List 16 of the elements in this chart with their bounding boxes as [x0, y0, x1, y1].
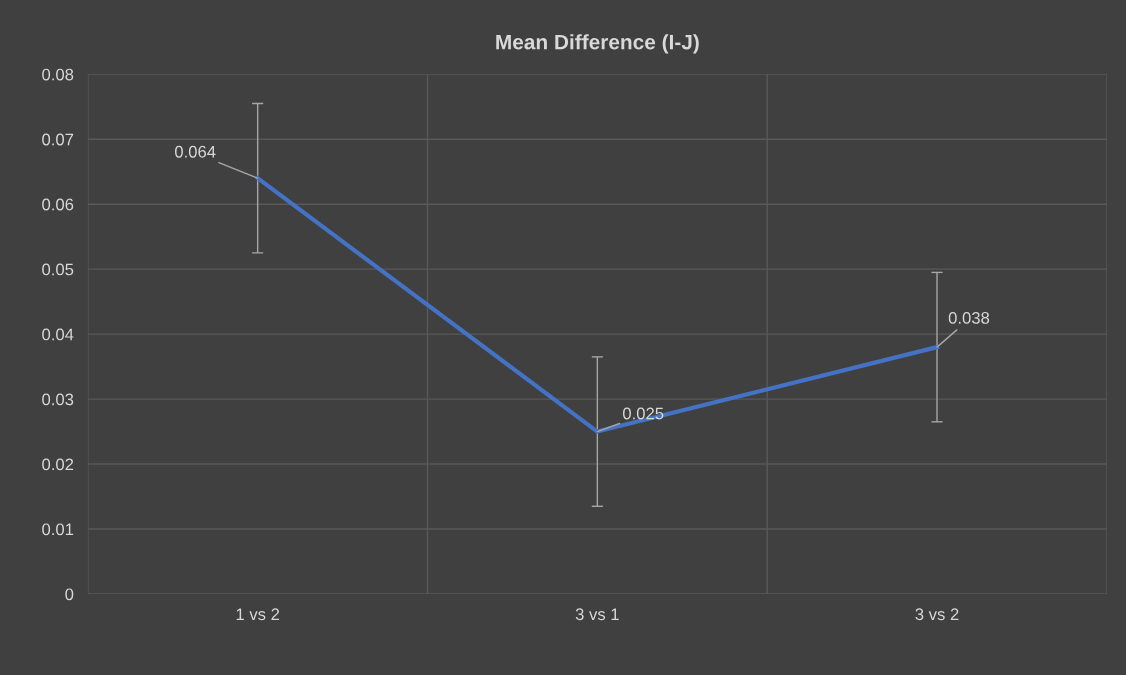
y-tick-label: 0.01	[42, 523, 74, 536]
x-tick-label: 3 vs 1	[575, 608, 619, 621]
chart-title: Mean Difference (I-J)	[496, 34, 699, 54]
y-tick-label: 0	[65, 588, 74, 601]
x-tick-label: 3 vs 2	[915, 608, 959, 621]
y-tick-label: 0.06	[42, 198, 74, 211]
y-tick-label: 0.02	[42, 458, 74, 471]
x-tick-label: 1 vs 2	[236, 608, 280, 621]
y-tick-label: 0.03	[42, 393, 74, 406]
y-tick-label: 0.07	[42, 133, 74, 146]
y-tick-label: 0.08	[42, 68, 74, 81]
y-tick-label: 0.05	[42, 263, 74, 276]
y-tick-label: 0.04	[42, 328, 74, 341]
data-label: 0.038	[948, 312, 990, 324]
data-label: 0.064	[174, 145, 216, 158]
data-label: 0.025	[622, 407, 664, 420]
